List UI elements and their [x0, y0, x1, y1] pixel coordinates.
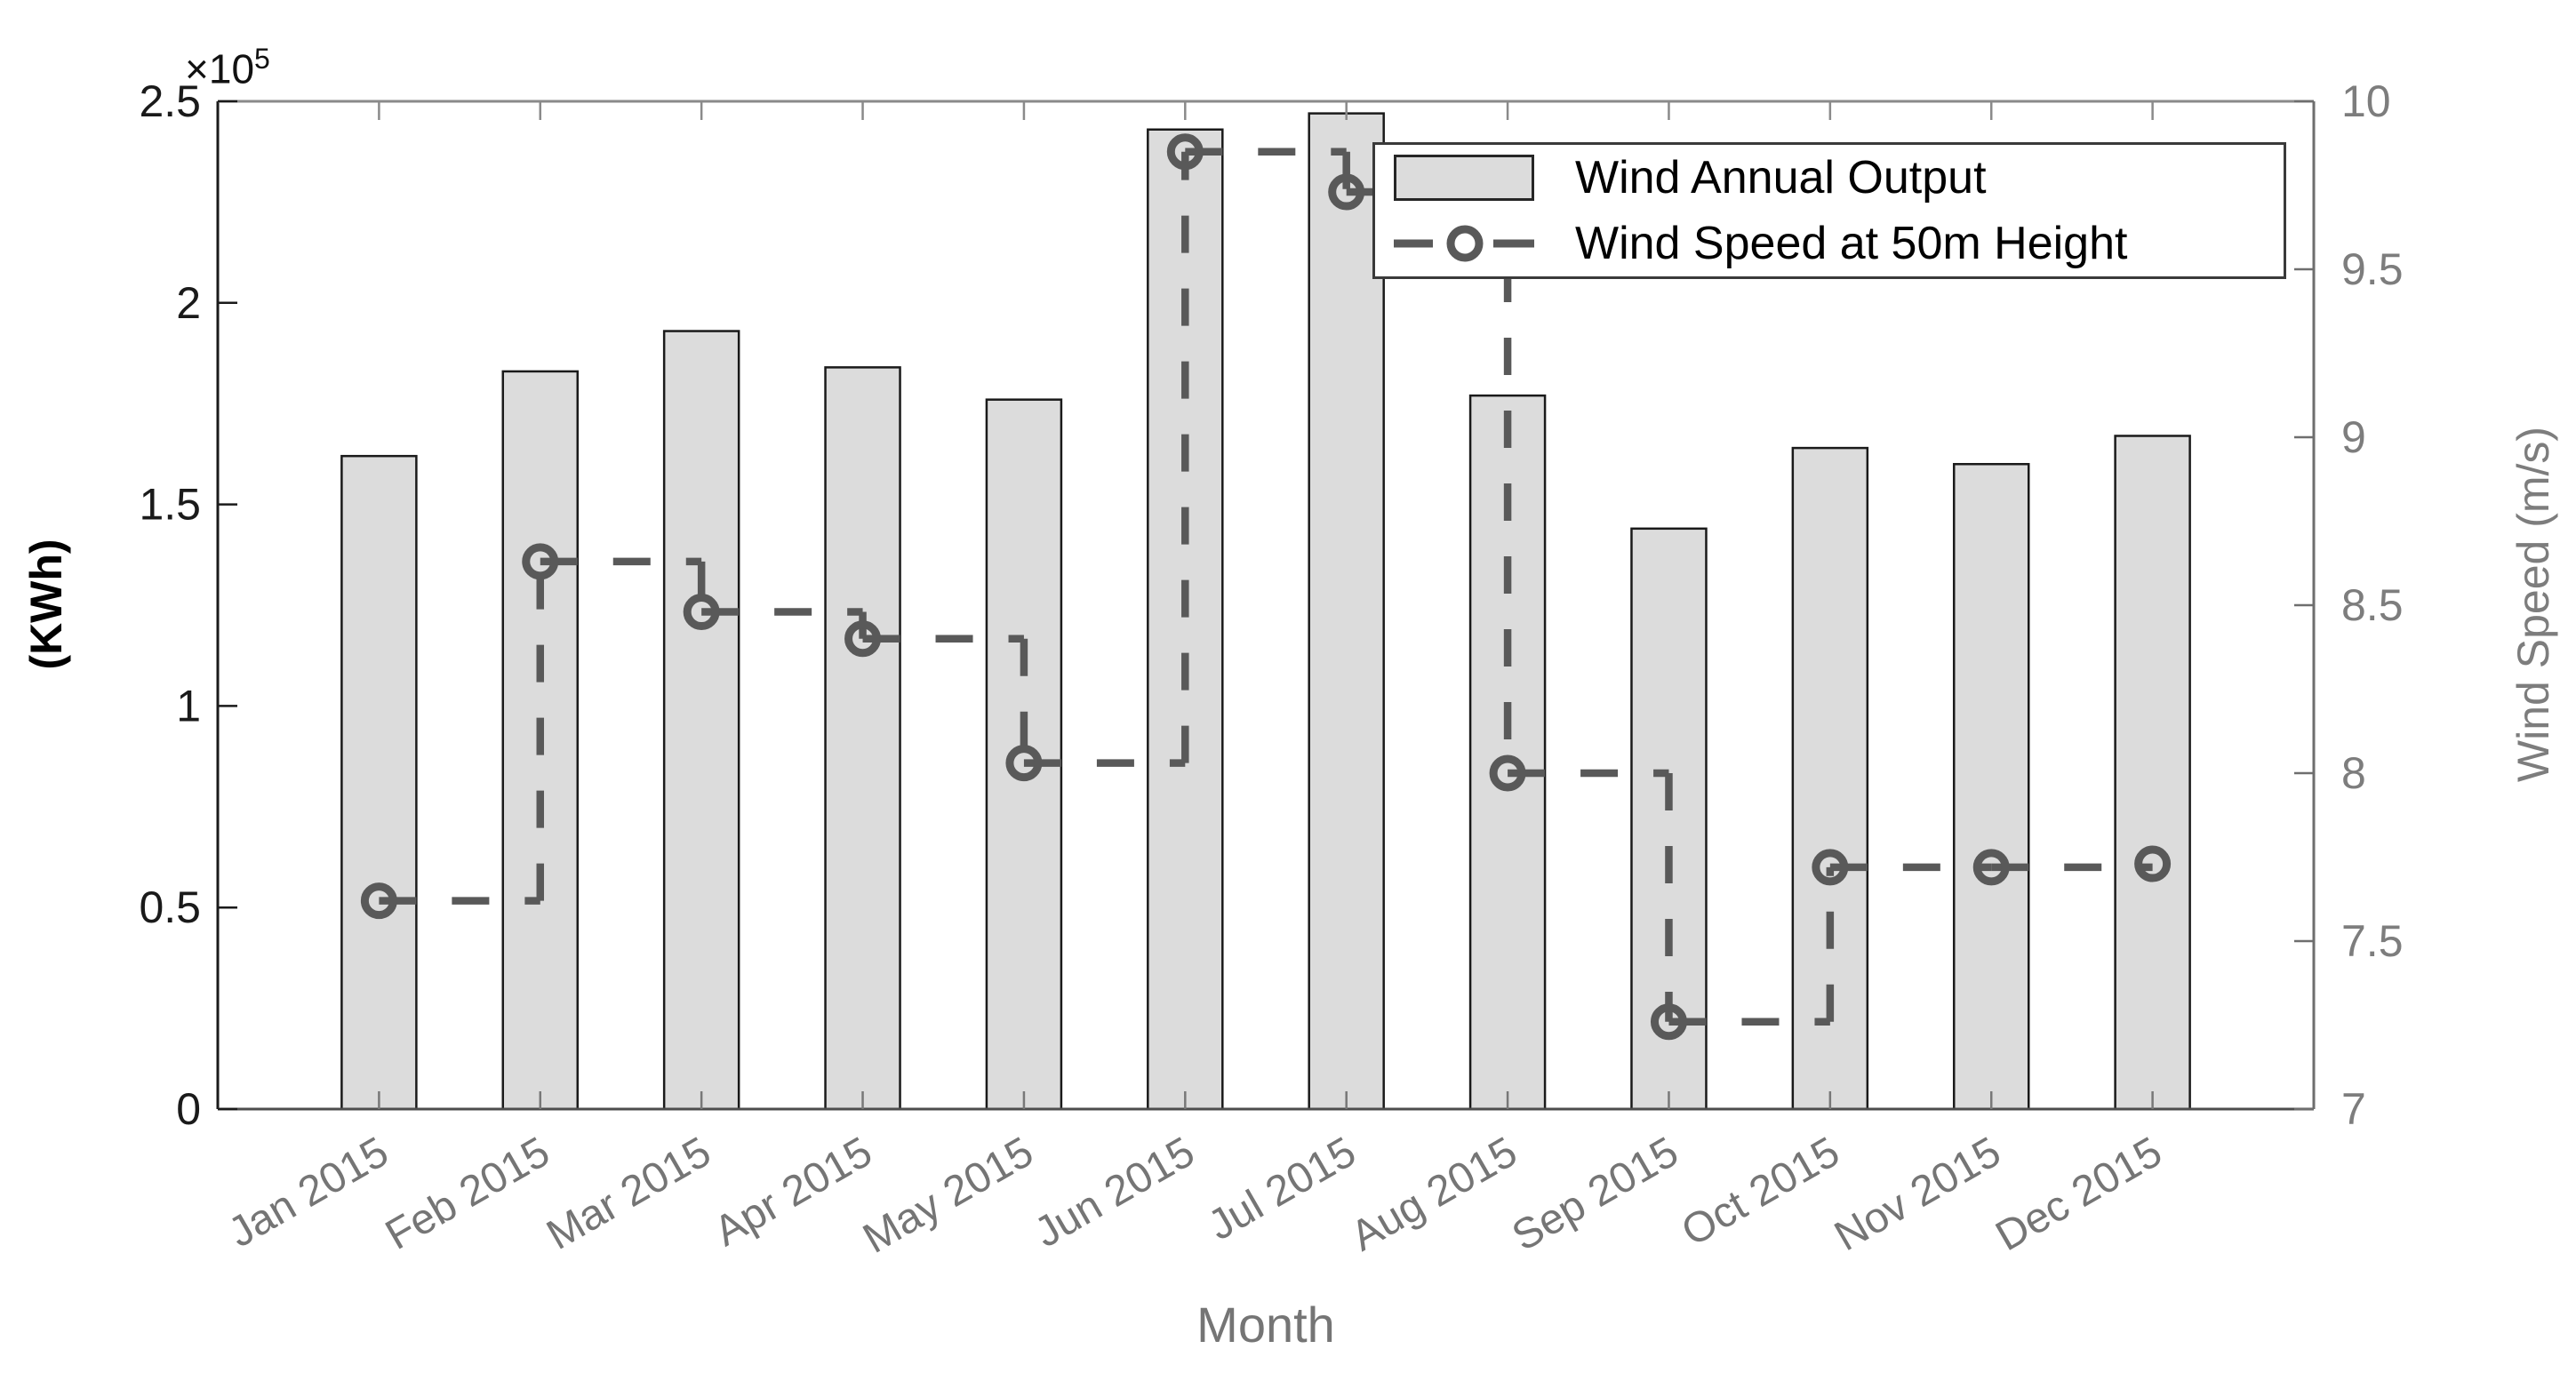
wind-speed-marker-Jun 2015: [1166, 133, 1204, 171]
right-tick-label: 8.5: [2341, 580, 2404, 630]
legend-key-bar: [1375, 155, 1556, 202]
right-tick-label: 9: [2341, 412, 2366, 462]
x-tick-label-Feb 2015: Feb 2015: [378, 1129, 557, 1259]
legend-item-bars: Wind Annual Output: [1375, 146, 2284, 210]
right-tick-label: 7: [2341, 1084, 2366, 1134]
wind-speed-marker-Jul 2015: [1328, 173, 1365, 211]
left-axis-title: (KWh): [21, 539, 71, 670]
wind-speed-marker-Aug 2015: [1489, 754, 1526, 792]
right-tick-label: 9.5: [2341, 244, 2404, 294]
legend-item-line: Wind Speed at 50m Height: [1375, 212, 2284, 275]
x-tick-label-Sep 2015: Sep 2015: [1504, 1129, 1685, 1261]
bar-swatch-icon: [1394, 155, 1534, 202]
wind-speed-marker-Jan 2015: [360, 882, 397, 920]
wind-speed-marker-May 2015: [1005, 745, 1043, 782]
x-tick-label-Mar 2015: Mar 2015: [540, 1129, 719, 1259]
bar-Nov 2015: [1952, 462, 2030, 1111]
x-tick-label-Jul 2015: Jul 2015: [1201, 1129, 1364, 1250]
wind-speed-marker-Oct 2015: [1812, 849, 1849, 886]
x-tick-label-Dec 2015: Dec 2015: [1988, 1129, 2170, 1261]
exponent-multiplier: ×10: [185, 45, 255, 92]
right-axis-title: Wind Speed (m/s): [2508, 426, 2558, 783]
right-tick-label: 10: [2341, 76, 2391, 126]
wind-speed-marker-Sep 2015: [1650, 1003, 1687, 1041]
x-tick-label-Nov 2015: Nov 2015: [1827, 1129, 2008, 1261]
legend-label-speed: Wind Speed at 50m Height: [1575, 217, 2128, 269]
exponent-power: 5: [254, 43, 270, 75]
wind-speed-marker-Apr 2015: [844, 620, 882, 658]
left-tick-label: 2.5: [139, 76, 201, 126]
legend-label-output: Wind Annual Output: [1575, 152, 1987, 204]
left-tick-label: 1: [176, 681, 201, 730]
bar-Jan 2015: [340, 454, 418, 1111]
bar-Apr 2015: [824, 366, 901, 1111]
x-axis-title: Month: [1196, 1297, 1335, 1353]
x-tick-label-May 2015: May 2015: [855, 1129, 1041, 1263]
wind-speed-marker-Dec 2015: [2134, 845, 2172, 882]
left-tick-label: 0: [176, 1084, 201, 1134]
x-tick-label-Aug 2015: Aug 2015: [1343, 1129, 1524, 1261]
wind-speed-marker-Nov 2015: [1972, 849, 2010, 886]
left-tick-label: 1.5: [139, 480, 201, 530]
left-tick-label: 2: [176, 278, 201, 328]
bar-May 2015: [985, 398, 1063, 1111]
right-tick-label: 7.5: [2341, 916, 2404, 966]
bar-Dec 2015: [2114, 435, 2191, 1111]
legend-key-line: [1375, 220, 1556, 267]
right-tick-label: 8: [2341, 748, 2366, 798]
legend: Wind Annual Output Wind Speed at 50m Hei…: [1372, 142, 2286, 279]
bar-Mar 2015: [662, 330, 740, 1111]
x-tick-label-Jan 2015: Jan 2015: [220, 1129, 396, 1257]
left-axis-exponent: ×105: [185, 43, 270, 92]
x-tick-label-Apr 2015: Apr 2015: [707, 1129, 880, 1256]
dashed-line-circle-icon: [1394, 225, 1534, 262]
wind-speed-marker-Feb 2015: [522, 543, 559, 580]
x-tick-label-Oct 2015: Oct 2015: [1674, 1129, 1847, 1256]
x-tick-label-Jun 2015: Jun 2015: [1027, 1129, 1203, 1257]
wind-speed-marker-Mar 2015: [683, 594, 720, 631]
left-tick-label: 0.5: [139, 882, 201, 932]
bar-Jun 2015: [1147, 128, 1224, 1111]
